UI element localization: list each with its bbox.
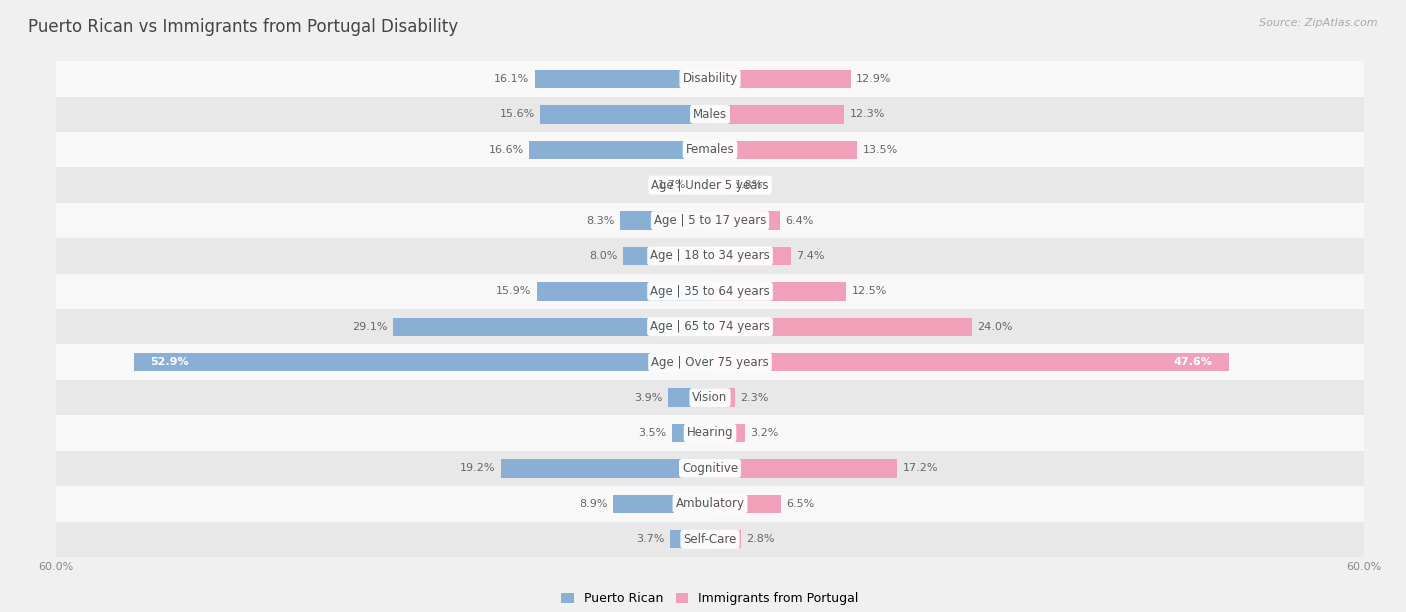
Text: 29.1%: 29.1% (352, 322, 388, 332)
Text: 19.2%: 19.2% (460, 463, 495, 474)
Bar (56, 521, 1364, 557)
Text: Age | 5 to 17 years: Age | 5 to 17 years (654, 214, 766, 227)
Text: 8.3%: 8.3% (586, 215, 614, 226)
Bar (710, 141, 858, 159)
Text: Disability: Disability (682, 72, 738, 86)
Bar (392, 318, 710, 336)
Bar (710, 70, 851, 88)
Text: 2.3%: 2.3% (741, 392, 769, 403)
Bar (56, 274, 1364, 309)
Text: 17.2%: 17.2% (903, 463, 938, 474)
Text: 3.2%: 3.2% (751, 428, 779, 438)
Text: 3.5%: 3.5% (638, 428, 666, 438)
Bar (501, 459, 710, 477)
Text: 3.7%: 3.7% (636, 534, 664, 544)
Bar (672, 424, 710, 442)
Bar (540, 105, 710, 124)
Bar (56, 345, 1364, 380)
Bar (56, 61, 1364, 97)
Bar (710, 424, 745, 442)
Bar (56, 203, 1364, 238)
Text: 6.4%: 6.4% (785, 215, 814, 226)
Bar (692, 176, 710, 195)
Text: 3.9%: 3.9% (634, 392, 662, 403)
Bar (534, 70, 710, 88)
Text: Ambulatory: Ambulatory (675, 498, 745, 510)
Text: Males: Males (693, 108, 727, 121)
Text: Puerto Rican vs Immigrants from Portugal Disability: Puerto Rican vs Immigrants from Portugal… (28, 18, 458, 36)
Bar (56, 486, 1364, 521)
Bar (710, 530, 741, 548)
Text: 24.0%: 24.0% (977, 322, 1012, 332)
Text: 15.9%: 15.9% (496, 286, 531, 296)
Text: Cognitive: Cognitive (682, 462, 738, 475)
Text: 1.8%: 1.8% (735, 180, 763, 190)
Bar (623, 247, 710, 265)
Text: 12.3%: 12.3% (849, 110, 884, 119)
Text: Females: Females (686, 143, 734, 156)
Bar (710, 318, 972, 336)
Text: 8.9%: 8.9% (579, 499, 607, 509)
Text: 52.9%: 52.9% (150, 357, 188, 367)
Bar (56, 416, 1364, 450)
Bar (620, 211, 710, 230)
Text: Vision: Vision (692, 391, 728, 404)
Bar (668, 389, 710, 407)
Text: 16.1%: 16.1% (494, 74, 529, 84)
Bar (56, 97, 1364, 132)
Text: 13.5%: 13.5% (862, 144, 898, 155)
Text: 8.0%: 8.0% (589, 251, 617, 261)
Text: 6.5%: 6.5% (786, 499, 814, 509)
Text: 2.8%: 2.8% (747, 534, 775, 544)
Bar (669, 530, 710, 548)
Bar (710, 494, 780, 513)
Bar (613, 494, 710, 513)
Legend: Puerto Rican, Immigrants from Portugal: Puerto Rican, Immigrants from Portugal (557, 587, 863, 610)
Text: 1.7%: 1.7% (658, 180, 686, 190)
Text: 12.5%: 12.5% (852, 286, 887, 296)
Bar (56, 238, 1364, 274)
Bar (134, 353, 710, 371)
Text: Source: ZipAtlas.com: Source: ZipAtlas.com (1260, 18, 1378, 28)
Text: 7.4%: 7.4% (796, 251, 824, 261)
Text: Age | 65 to 74 years: Age | 65 to 74 years (650, 320, 770, 334)
Bar (710, 176, 730, 195)
Bar (56, 380, 1364, 416)
Text: Age | Under 5 years: Age | Under 5 years (651, 179, 769, 192)
Bar (710, 211, 780, 230)
Text: Age | Over 75 years: Age | Over 75 years (651, 356, 769, 368)
Text: Age | 35 to 64 years: Age | 35 to 64 years (650, 285, 770, 298)
Bar (56, 450, 1364, 486)
Bar (710, 105, 844, 124)
Bar (537, 282, 710, 300)
Text: Self-Care: Self-Care (683, 532, 737, 546)
Text: Age | 18 to 34 years: Age | 18 to 34 years (650, 250, 770, 263)
Bar (710, 459, 897, 477)
Text: 16.6%: 16.6% (488, 144, 523, 155)
Bar (56, 168, 1364, 203)
Bar (710, 353, 1229, 371)
Bar (710, 282, 846, 300)
Bar (710, 247, 790, 265)
Bar (56, 309, 1364, 345)
Text: 12.9%: 12.9% (856, 74, 891, 84)
Text: 15.6%: 15.6% (499, 110, 534, 119)
Text: Hearing: Hearing (686, 427, 734, 439)
Bar (529, 141, 710, 159)
Bar (56, 132, 1364, 168)
Text: 47.6%: 47.6% (1174, 357, 1212, 367)
Bar (710, 389, 735, 407)
